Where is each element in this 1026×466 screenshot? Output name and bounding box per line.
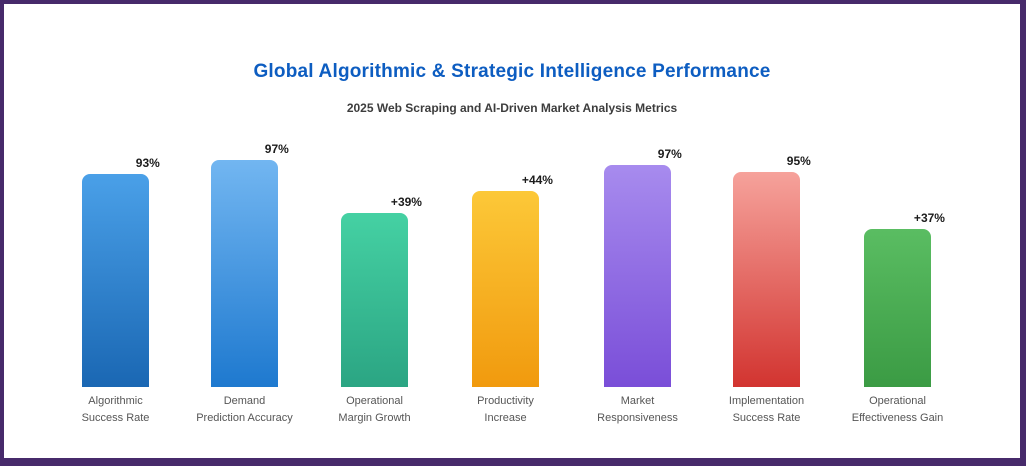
- bar-productivity-increase: +44%: [472, 173, 553, 387]
- value-label-implementation-success-rate: 95%: [786, 154, 811, 168]
- chart-title: Global Algorithmic & Strategic Intellige…: [253, 61, 771, 82]
- category-label-implementation-success-rate: Implementation Success Rate: [728, 395, 805, 424]
- value-label-operational-effectiveness-gain: +37%: [913, 211, 945, 225]
- category-label-market-responsiveness: Market Responsiveness: [597, 395, 678, 424]
- value-label-operational-margin-growth: +39%: [390, 195, 422, 209]
- bar-operational-margin-growth: +39%: [341, 195, 422, 387]
- bar-market-responsiveness: 97%: [604, 147, 682, 387]
- bar-algorithmic-success-rate: 93%: [82, 156, 160, 387]
- category-label-operational-effectiveness-gain: Operational Effectiveness Gain: [851, 395, 944, 424]
- value-label-market-responsiveness: 97%: [657, 147, 682, 161]
- bar-operational-effectiveness-gain: +37%: [864, 211, 945, 387]
- value-label-productivity-increase: +44%: [521, 173, 553, 187]
- bar-demand-prediction-accuracy: 97%: [211, 142, 289, 387]
- category-label-operational-margin-growth: Operational Margin Growth: [338, 395, 411, 424]
- category-label-demand-prediction-accuracy: Demand Prediction Accuracy: [196, 395, 293, 424]
- bar-implementation-success-rate: 95%: [733, 154, 811, 387]
- category-label-productivity-increase: Productivity Increase: [477, 395, 534, 424]
- value-label-algorithmic-success-rate: 93%: [135, 156, 160, 170]
- category-label-algorithmic-success-rate: Algorithmic Success Rate: [81, 395, 150, 424]
- value-label-demand-prediction-accuracy: 97%: [264, 142, 289, 156]
- chart-subtitle: 2025 Web Scraping and AI-Driven Market A…: [346, 101, 678, 115]
- bar-chart-plot-area: 93% Algorithmic Success Rate 97% Demand Pre…: [4, 4, 1020, 458]
